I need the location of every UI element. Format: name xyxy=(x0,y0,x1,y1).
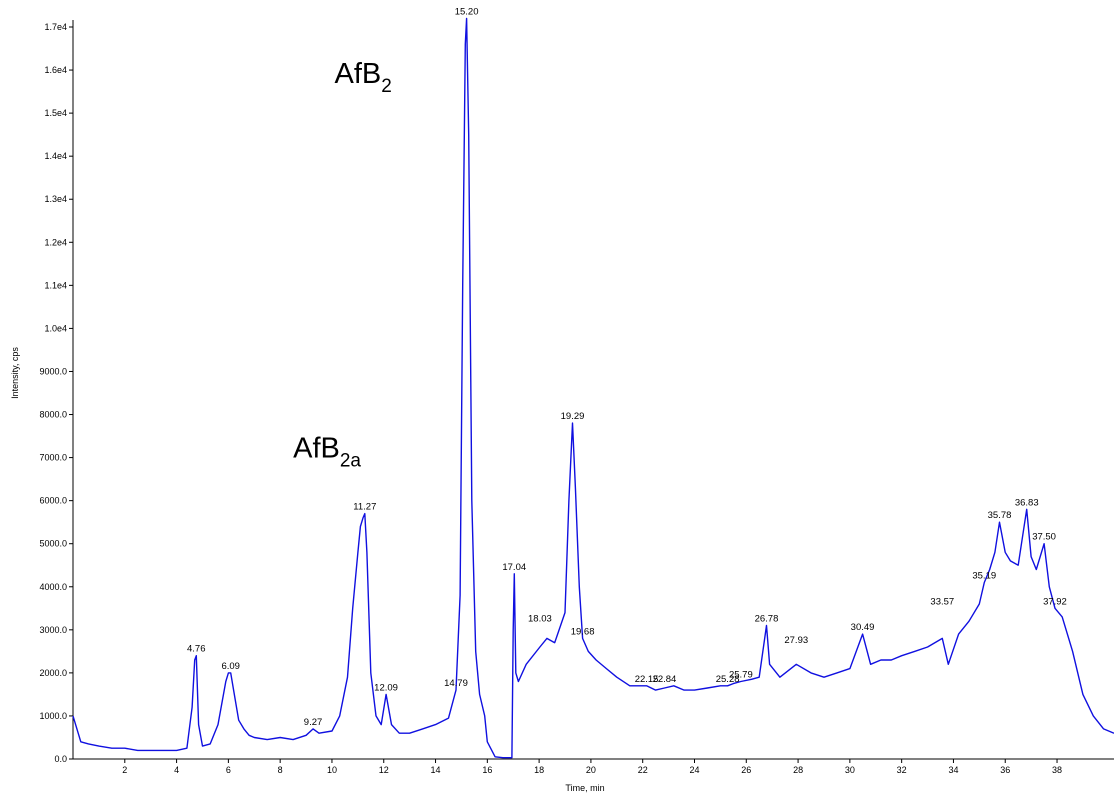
x-tick-label: 8 xyxy=(278,765,283,775)
y-tick-label: 4000.0 xyxy=(39,582,67,592)
peak-label: 36.83 xyxy=(1015,497,1039,508)
x-tick-label: 20 xyxy=(586,765,596,775)
x-tick-label: 10 xyxy=(327,765,337,775)
peak-label: 35.78 xyxy=(988,510,1012,521)
chromatogram-trace xyxy=(72,17,1114,759)
x-tick-label: 16 xyxy=(482,765,492,775)
y-tick-label: 1.5e4 xyxy=(44,108,67,118)
y-tick-label: 1.6e4 xyxy=(44,65,67,75)
peak-label: 11.27 xyxy=(353,502,376,513)
x-tick-label: 34 xyxy=(948,765,958,775)
x-tick-label: 12 xyxy=(379,765,389,775)
peak-label: 30.49 xyxy=(851,622,875,633)
peak-label: 35.19 xyxy=(972,570,996,581)
peak-label: 14.79 xyxy=(444,678,468,689)
y-tick-label: 1.1e4 xyxy=(44,280,67,290)
y-tick-label: 7000.0 xyxy=(39,453,67,463)
peak-label: 37.50 xyxy=(1032,532,1056,543)
y-tick-label: 5000.0 xyxy=(39,539,67,549)
peak-label: 15.20 xyxy=(455,6,479,17)
x-tick-label: 24 xyxy=(689,765,699,775)
annotation-subscript: 2a xyxy=(340,451,362,472)
y-tick-label: 1.0e4 xyxy=(44,323,67,333)
x-tick-label: 4 xyxy=(174,765,179,775)
peak-label: 22.84 xyxy=(653,674,677,685)
peak-label: 27.93 xyxy=(784,635,808,646)
peak-label: 19.29 xyxy=(561,411,585,422)
x-tick-label: 14 xyxy=(431,765,441,775)
y-tick-label: 2000.0 xyxy=(39,668,67,678)
peak-label: 12.09 xyxy=(374,682,398,693)
y-tick-label: 1.7e4 xyxy=(44,22,67,32)
annotation-base: AfB xyxy=(335,58,382,90)
y-axis-title: Intensity, cps xyxy=(10,347,20,399)
x-axis-title: Time, min xyxy=(565,783,604,793)
x-tick-label: 30 xyxy=(845,765,855,775)
x-tick-label: 32 xyxy=(897,765,907,775)
peak-label: 33.57 xyxy=(930,596,954,607)
annotation-base: AfB xyxy=(293,433,340,465)
y-axis: 0.0 1000.0 2000.0 3000.0 4000.0 5000.0 6000.0 7… xyxy=(39,20,74,764)
y-tick-label: 8000.0 xyxy=(39,410,67,420)
compound-annotation: AfB2a xyxy=(293,433,361,472)
peak-label: 25.79 xyxy=(729,669,753,680)
peak-label: 19.68 xyxy=(571,626,595,637)
x-tick-label: 2 xyxy=(122,765,127,775)
peak-label: 37.92 xyxy=(1043,596,1067,607)
y-tick-label: 1.4e4 xyxy=(44,151,67,161)
y-tick-label: 1000.0 xyxy=(39,711,67,721)
peak-label: 17.04 xyxy=(502,562,526,573)
y-tick-label: 9000.0 xyxy=(39,366,67,376)
x-tick-label: 28 xyxy=(793,765,803,775)
x-tick-label: 26 xyxy=(741,765,751,775)
peak-label: 26.78 xyxy=(755,614,779,625)
x-axis: 2 4 6 8 10 12 14 16 18 20 22 24 26 28 30 32 34 36 38 xyxy=(73,758,1114,775)
peak-label: 25.28 xyxy=(716,674,740,685)
series-layer xyxy=(72,17,1114,759)
x-tick-label: 6 xyxy=(226,765,231,775)
peak-label: 22.15 xyxy=(635,674,659,685)
peak-label: 6.09 xyxy=(221,661,240,672)
x-tick-label: 22 xyxy=(638,765,648,775)
peak-label: 9.27 xyxy=(304,717,323,728)
y-tick-label: 6000.0 xyxy=(39,496,67,506)
x-tick-label: 18 xyxy=(534,765,544,775)
x-tick-label: 38 xyxy=(1052,765,1062,775)
peak-labels: 4.76 6.09 9.27 11.27 12.09 14.79 15.20 17.04 18.… xyxy=(187,6,1067,727)
compound-annotation: AfB2 xyxy=(335,58,392,97)
peak-label: 18.03 xyxy=(528,614,552,625)
peak-label: 4.76 xyxy=(187,644,206,655)
y-tick-label: 1.2e4 xyxy=(44,237,67,247)
y-tick-label: 1.3e4 xyxy=(44,194,67,204)
annotation-subscript: 2 xyxy=(381,76,392,97)
y-tick-label: 0.0 xyxy=(54,754,67,764)
y-tick-label: 3000.0 xyxy=(39,625,67,635)
x-tick-label: 36 xyxy=(1000,765,1010,775)
